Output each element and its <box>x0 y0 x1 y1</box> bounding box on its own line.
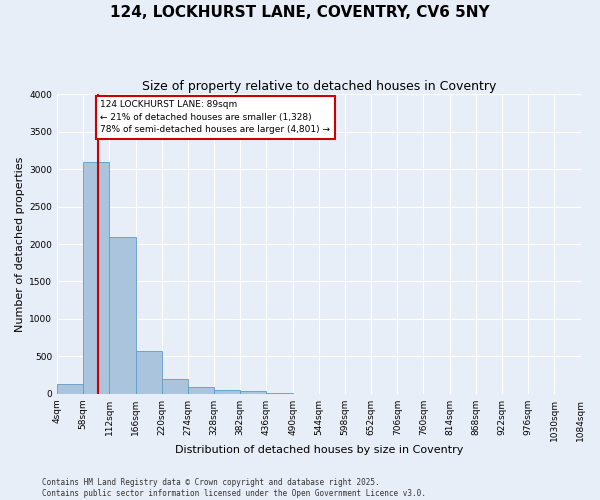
Bar <box>188 387 214 394</box>
Bar <box>214 390 240 394</box>
Bar <box>162 379 188 394</box>
Bar <box>83 162 109 394</box>
Bar <box>109 236 136 394</box>
Bar <box>240 391 266 394</box>
Text: Contains HM Land Registry data © Crown copyright and database right 2025.
Contai: Contains HM Land Registry data © Crown c… <box>42 478 426 498</box>
Text: 124 LOCKHURST LANE: 89sqm
← 21% of detached houses are smaller (1,328)
78% of se: 124 LOCKHURST LANE: 89sqm ← 21% of detac… <box>100 100 330 134</box>
Text: 124, LOCKHURST LANE, COVENTRY, CV6 5NY: 124, LOCKHURST LANE, COVENTRY, CV6 5NY <box>110 5 490 20</box>
Y-axis label: Number of detached properties: Number of detached properties <box>15 156 25 332</box>
X-axis label: Distribution of detached houses by size in Coventry: Distribution of detached houses by size … <box>175 445 463 455</box>
Bar <box>136 351 162 394</box>
Title: Size of property relative to detached houses in Coventry: Size of property relative to detached ho… <box>142 80 496 93</box>
Bar <box>57 384 83 394</box>
Bar <box>266 393 293 394</box>
